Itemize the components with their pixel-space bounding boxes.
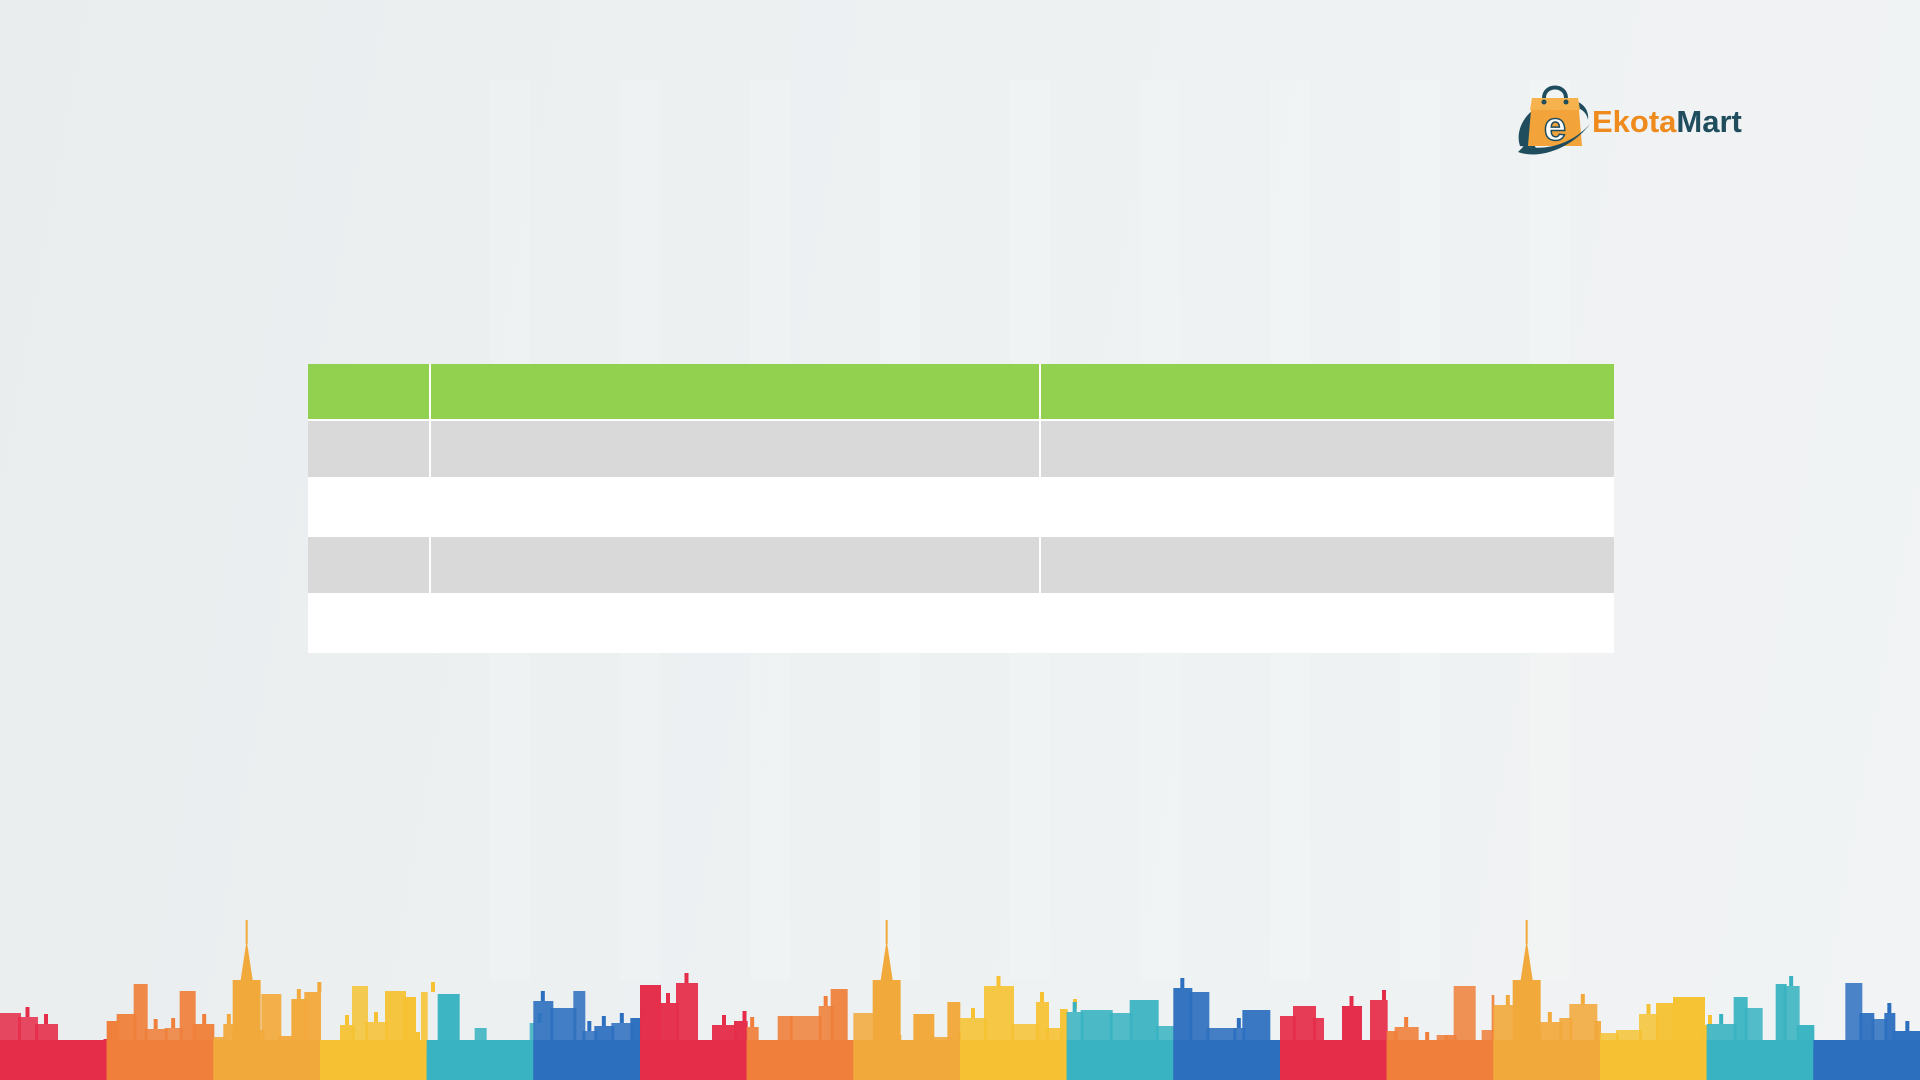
table-row — [308, 421, 1614, 479]
table-header-row — [308, 364, 1614, 421]
table-cell — [431, 537, 1041, 595]
table-row — [308, 479, 1614, 537]
table-row — [308, 537, 1614, 595]
table-cell — [1041, 479, 1614, 537]
logo-text-mart: Mart — [1676, 104, 1742, 139]
table-cell — [1041, 421, 1614, 479]
table-cell — [1041, 364, 1614, 421]
city-skyline-graphic — [0, 920, 1920, 1080]
logo-mark-letter: e — [1544, 105, 1566, 149]
ekotamart-logo: e EkotaMart — [1514, 76, 1764, 158]
shopping-bag-icon: e — [1518, 85, 1590, 155]
table-cell — [308, 595, 431, 653]
table-cell — [308, 364, 431, 421]
table-cell — [431, 479, 1041, 537]
table-cell — [308, 421, 431, 479]
table-cell — [308, 537, 431, 595]
table-cell — [308, 479, 431, 537]
logo-text-ekota: Ekota — [1592, 104, 1677, 139]
table-cell — [431, 364, 1041, 421]
data-table — [308, 364, 1614, 653]
table-row — [308, 595, 1614, 653]
table-cell — [1041, 595, 1614, 653]
table-cell — [431, 421, 1041, 479]
logo-wordmark: EkotaMart — [1592, 106, 1742, 137]
table-cell — [1041, 537, 1614, 595]
table-cell — [431, 595, 1041, 653]
